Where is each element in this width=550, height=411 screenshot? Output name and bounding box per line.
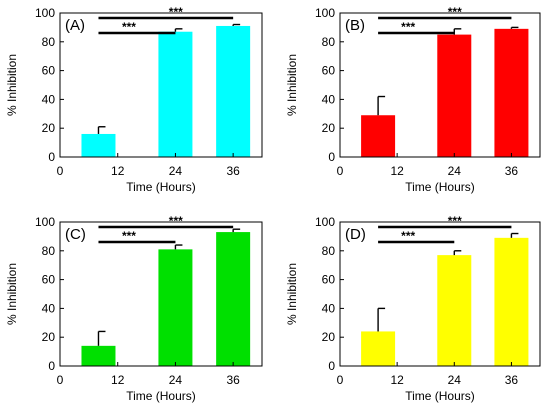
y-tick-label: 60	[322, 273, 336, 287]
bar	[81, 133, 116, 157]
x-tick-label: 0	[57, 164, 64, 178]
bar	[361, 115, 396, 157]
x-tick-label: 24	[448, 164, 462, 178]
y-tick-label: 80	[42, 35, 56, 49]
x-axis-title: Time (Hours)	[126, 180, 196, 194]
significance-label: ***	[169, 5, 183, 19]
significance-label: ***	[448, 214, 462, 228]
x-tick-label: 0	[337, 164, 344, 178]
y-tick-label: 20	[42, 121, 56, 135]
bar	[437, 34, 472, 157]
x-tick-label: 12	[390, 373, 404, 387]
bar	[216, 232, 251, 366]
x-tick-label: 24	[448, 373, 462, 387]
y-tick-label: 60	[42, 64, 56, 78]
y-tick-label: 100	[315, 215, 335, 229]
y-tick-label: 0	[328, 359, 335, 373]
x-tick-label: 0	[337, 373, 344, 387]
significance-label: ***	[122, 229, 136, 243]
x-axis-title: Time (Hours)	[405, 389, 475, 403]
panel-label: (C)	[65, 226, 86, 243]
significance-label: ***	[401, 20, 415, 34]
chart-panel-2: 0 20 40 60 80 100 0 12 24 36 Time (Hours) % Inhibit…	[285, 5, 541, 194]
y-tick-label: 40	[322, 92, 336, 106]
x-tick-label: 24	[169, 164, 183, 178]
significance-label: ***	[401, 229, 415, 243]
plot-frame	[339, 12, 541, 158]
plot-frame	[59, 221, 263, 367]
y-tick-label: 80	[42, 244, 56, 258]
bar	[81, 345, 116, 366]
y-tick-label: 0	[328, 150, 335, 164]
y-tick-label: 100	[35, 6, 55, 20]
y-tick-label: 0	[48, 150, 55, 164]
y-axis-title: % Inhibition	[5, 54, 19, 116]
y-tick-label: 60	[42, 273, 56, 287]
bar	[494, 28, 529, 158]
y-axis-title: % Inhibition	[5, 263, 19, 325]
bar	[494, 237, 529, 366]
panel-label: (D)	[345, 226, 366, 243]
x-tick-label: 0	[57, 373, 64, 387]
plot-frame	[339, 221, 541, 367]
y-tick-label: 100	[35, 215, 55, 229]
y-axis-title: % Inhibition	[285, 54, 299, 116]
x-axis-title: Time (Hours)	[126, 389, 196, 403]
y-tick-label: 20	[322, 121, 336, 135]
bar	[361, 331, 396, 366]
chart-panel-1: 0 20 40 60 80 100 0 12 24 36 Time (Hours) % Inhibit…	[5, 5, 263, 194]
panel-label: (A)	[65, 17, 85, 34]
y-axis-title: % Inhibition	[285, 263, 299, 325]
y-tick-label: 40	[42, 301, 56, 315]
x-tick-label: 12	[111, 164, 125, 178]
x-tick-label: 24	[169, 373, 183, 387]
y-tick-label: 40	[322, 301, 336, 315]
panel-label: (B)	[345, 17, 365, 34]
y-tick-label: 80	[322, 35, 336, 49]
y-tick-label: 20	[42, 330, 56, 344]
y-tick-label: 20	[322, 330, 336, 344]
y-tick-label: 40	[42, 92, 56, 106]
x-tick-label: 36	[226, 164, 240, 178]
chart-panel-4: 0 20 40 60 80 100 0 12 24 36 Time (Hours) % Inhibit…	[285, 214, 541, 403]
significance-label: ***	[448, 5, 462, 19]
x-tick-label: 36	[505, 373, 519, 387]
y-tick-label: 100	[315, 6, 335, 20]
bar	[437, 255, 472, 366]
bar	[216, 25, 251, 158]
y-tick-label: 60	[322, 64, 336, 78]
x-axis-title: Time (Hours)	[405, 180, 475, 194]
x-tick-label: 12	[390, 164, 404, 178]
chart-panel-3: 0 20 40 60 80 100 0 12 24 36 Time (Hours) % Inhibit…	[5, 214, 263, 403]
x-tick-label: 12	[111, 373, 125, 387]
significance-label: ***	[169, 214, 183, 228]
x-tick-label: 36	[505, 164, 519, 178]
plot-frame	[59, 12, 263, 158]
bar	[158, 31, 193, 157]
significance-label: ***	[122, 20, 136, 34]
y-tick-label: 80	[322, 244, 336, 258]
x-tick-label: 36	[226, 373, 240, 387]
y-tick-label: 0	[48, 359, 55, 373]
bar	[158, 249, 193, 366]
